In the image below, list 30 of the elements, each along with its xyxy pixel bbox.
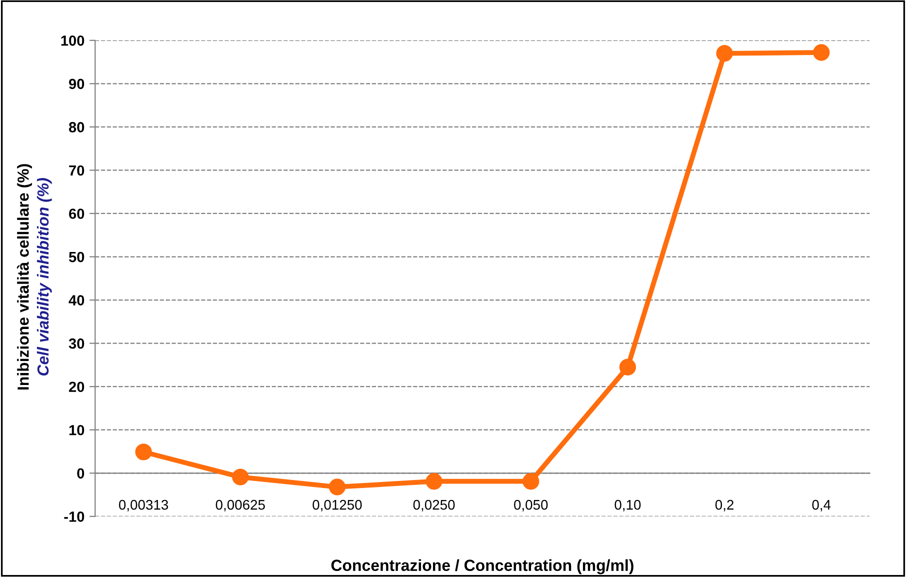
- x-tick-label: 0,00625: [216, 500, 265, 512]
- y-tick-label: 50: [68, 252, 84, 262]
- y-tick-label: -10: [64, 512, 84, 522]
- x-tick-label: 0,10: [614, 500, 641, 512]
- x-tick-label: 0,0250: [413, 500, 455, 512]
- y-axis-title: Inibizione vitalità cellulare (%) Cell viability inhibition (%): [16, 164, 52, 390]
- y-tick-label: 90: [69, 78, 84, 90]
- y-tick-label: 100: [61, 35, 84, 46]
- x-tick-label: 0,01250: [312, 500, 362, 512]
- point: [328, 478, 346, 496]
- point: [813, 44, 830, 61]
- point: [619, 358, 636, 376]
- y-tick-label: 70: [69, 165, 84, 176]
- y-tick-label: 40: [68, 295, 84, 306]
- point: [716, 45, 733, 62]
- y-tick-label: 10: [69, 424, 84, 436]
- x-axis-title: Concentrazione / Concentration (mg/ml): [331, 559, 634, 574]
- y-tick-label: 30: [68, 338, 84, 349]
- y-tick-label: 20: [69, 382, 84, 392]
- point: [522, 473, 540, 490]
- y-tick-label: 60: [69, 208, 84, 219]
- x-tick-label: 0,00313: [118, 500, 168, 512]
- x-tick-label: 0,4: [812, 500, 831, 512]
- point: [232, 468, 249, 486]
- y-tick-label: 80: [68, 122, 84, 132]
- y-tick-label: 0: [77, 468, 84, 479]
- x-tick-label: 0,050: [514, 500, 548, 512]
- x-tick-label: 0,2: [715, 500, 734, 512]
- point: [135, 444, 152, 460]
- point: [426, 473, 442, 490]
